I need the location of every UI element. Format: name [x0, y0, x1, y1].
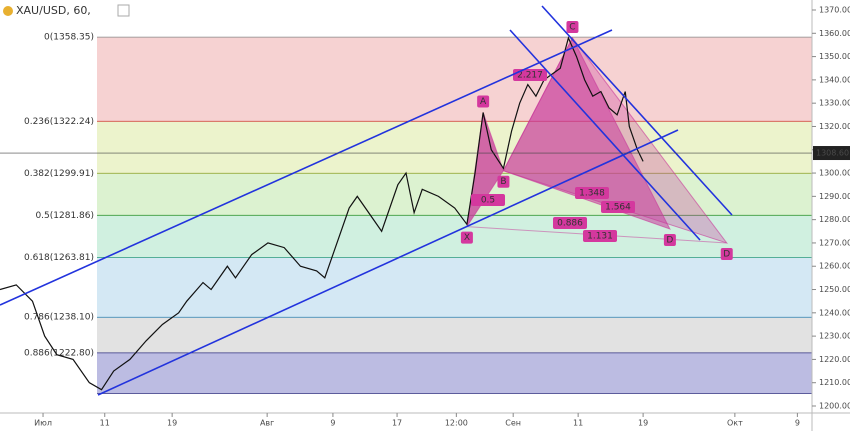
x-tick-label: 9 — [330, 419, 335, 428]
fib-label: 0.786(1238.10) — [24, 313, 94, 323]
chart-title: XAU/USD, 60, — [16, 4, 91, 17]
channel-down-1 — [509, 29, 701, 241]
fib-label: 0.382(1299.91) — [24, 169, 94, 179]
fib-label: 0.618(1263.81) — [24, 253, 94, 263]
y-tick-label: 1370.00 — [819, 6, 850, 15]
x-tick-label: Сен — [505, 419, 521, 428]
x-tick-label: 17 — [392, 419, 402, 428]
pattern-point-badge — [460, 231, 473, 244]
x-tick-label: Окт — [727, 419, 743, 428]
x-tick-label: 11 — [100, 419, 110, 428]
x-tick-label: 9 — [795, 419, 800, 428]
pattern-point-badge — [566, 20, 579, 33]
pattern-point-badge — [477, 95, 490, 108]
y-tick-label: 1300.00 — [819, 169, 850, 178]
fib-band — [97, 215, 812, 258]
ratio-badge — [575, 187, 609, 199]
pattern-point-label: D — [723, 249, 730, 259]
ratio-badge — [601, 201, 635, 213]
ratio-badge — [513, 69, 547, 81]
x-tick-label: Июл — [34, 419, 52, 428]
fib-band — [97, 37, 812, 122]
fib-label: 0.5(1281.86) — [35, 211, 94, 221]
pattern-point-label: X — [464, 233, 470, 243]
pattern-point-badge — [497, 175, 510, 188]
ratio-badge — [583, 230, 617, 242]
ratio-label: 0.5 — [481, 196, 495, 206]
x-tick-label: Авг — [260, 419, 274, 428]
last-price-label: 1308.60 — [816, 149, 849, 158]
y-tick-label: 1230.00 — [819, 332, 850, 341]
y-tick-label: 1210.00 — [819, 378, 850, 387]
fib-label: 0(1358.35) — [44, 33, 94, 43]
fib-band — [97, 121, 812, 174]
y-tick-label: 1280.00 — [819, 215, 850, 224]
ratio-label: 0.886 — [557, 219, 583, 229]
y-tick-label: 1270.00 — [819, 238, 850, 247]
ratio-badge — [471, 194, 505, 206]
ratio-badge — [553, 217, 587, 229]
ratio-label: 1.348 — [579, 189, 605, 199]
y-tick-label: 1350.00 — [819, 52, 850, 61]
ratio-label: 1.131 — [587, 232, 613, 242]
ratio-label: 1.564 — [605, 203, 631, 213]
fib-band — [97, 173, 812, 216]
symbol-icon — [3, 6, 13, 16]
pattern-point-label: B — [500, 177, 506, 187]
fib-band — [97, 352, 812, 394]
fib-band — [97, 257, 812, 318]
x-tick-label: 12:00 — [445, 419, 468, 428]
title-button[interactable] — [117, 4, 130, 17]
channel-down-2 — [541, 5, 733, 216]
y-tick-label: 1290.00 — [819, 192, 850, 201]
pattern-point-label: D — [666, 235, 673, 245]
ratio-label: 2.217 — [517, 71, 543, 81]
y-tick-label: 1330.00 — [819, 99, 850, 108]
title-bg — [0, 0, 115, 20]
pattern-point-badge — [663, 233, 676, 246]
y-tick-label: 1320.00 — [819, 122, 850, 131]
fib-band — [97, 317, 812, 353]
channel-lower — [97, 129, 679, 396]
y-tick-label: 1250.00 — [819, 285, 850, 294]
y-tick-label: 1260.00 — [819, 262, 850, 271]
fib-label: 0.886(1222.80) — [24, 348, 94, 358]
y-tick-label: 1240.00 — [819, 308, 850, 317]
pattern-point-label: C — [569, 22, 575, 32]
x-tick-label: 19 — [638, 419, 648, 428]
x-tick-label: 11 — [573, 419, 583, 428]
pattern-point-badge — [720, 247, 733, 260]
fib-label: 0.236(1322.24) — [24, 117, 94, 127]
last-price-badge — [813, 146, 850, 161]
x-tick-label: 19 — [167, 419, 177, 428]
y-tick-label: 1360.00 — [819, 29, 850, 38]
channel-upper — [0, 29, 613, 306]
y-tick-label: 1220.00 — [819, 355, 850, 364]
y-tick-label: 1200.00 — [819, 402, 850, 411]
pattern-point-label: A — [480, 97, 487, 107]
trend-lines — [0, 5, 733, 396]
y-tick-label: 1340.00 — [819, 75, 850, 84]
